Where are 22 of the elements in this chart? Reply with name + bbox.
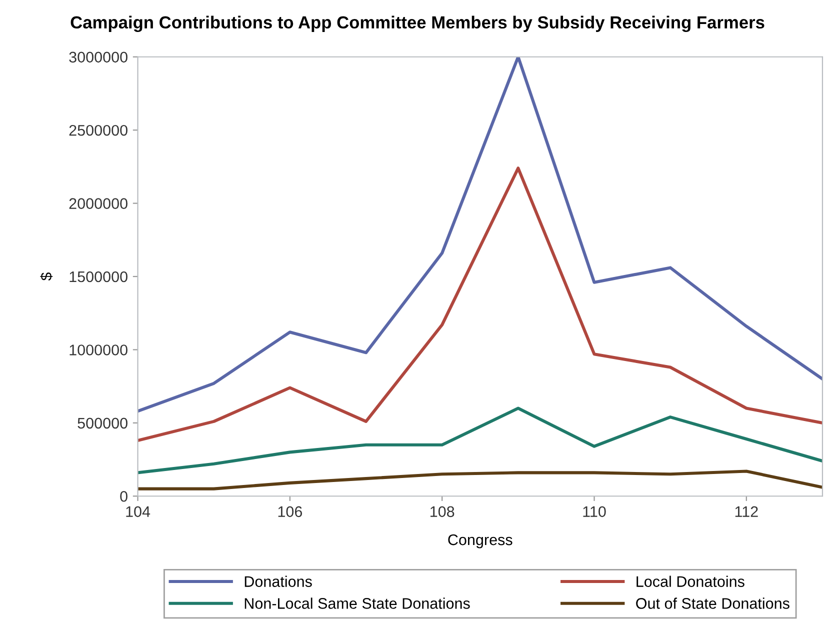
line-series	[138, 470, 822, 490]
legend-label: Non-Local Same State Donations	[244, 598, 470, 609]
y-tick-label: 1500000	[70, 271, 128, 282]
y-tick-label: 3000000	[69, 52, 128, 63]
legend-label: Local Donatoins	[636, 576, 744, 587]
y-tick-label: 2500000	[69, 124, 128, 136]
legend-label: Out of State Donations	[636, 598, 790, 609]
x-tick-label: 108	[430, 506, 454, 518]
x-tick-label: 106	[278, 506, 302, 518]
line-series	[138, 166, 822, 442]
y-tick-label: 2000000	[69, 198, 128, 209]
y-tick-label: 0	[120, 490, 128, 502]
x-tick-label: 104	[126, 506, 150, 518]
chart-title: Campaign Contributions to App Committee Members by Subsidy Receiving Farmers	[70, 16, 764, 32]
legend-label: Donations	[244, 576, 312, 587]
y-tick-label: 1000000	[70, 344, 128, 356]
x-axis-title: Congress	[448, 534, 512, 548]
line-series	[138, 406, 822, 474]
y-axis-title: $	[40, 272, 53, 281]
x-tick-label: 110	[583, 506, 606, 518]
y-tick-label: 500000	[78, 418, 128, 429]
x-tick-label: 112	[735, 506, 758, 517]
